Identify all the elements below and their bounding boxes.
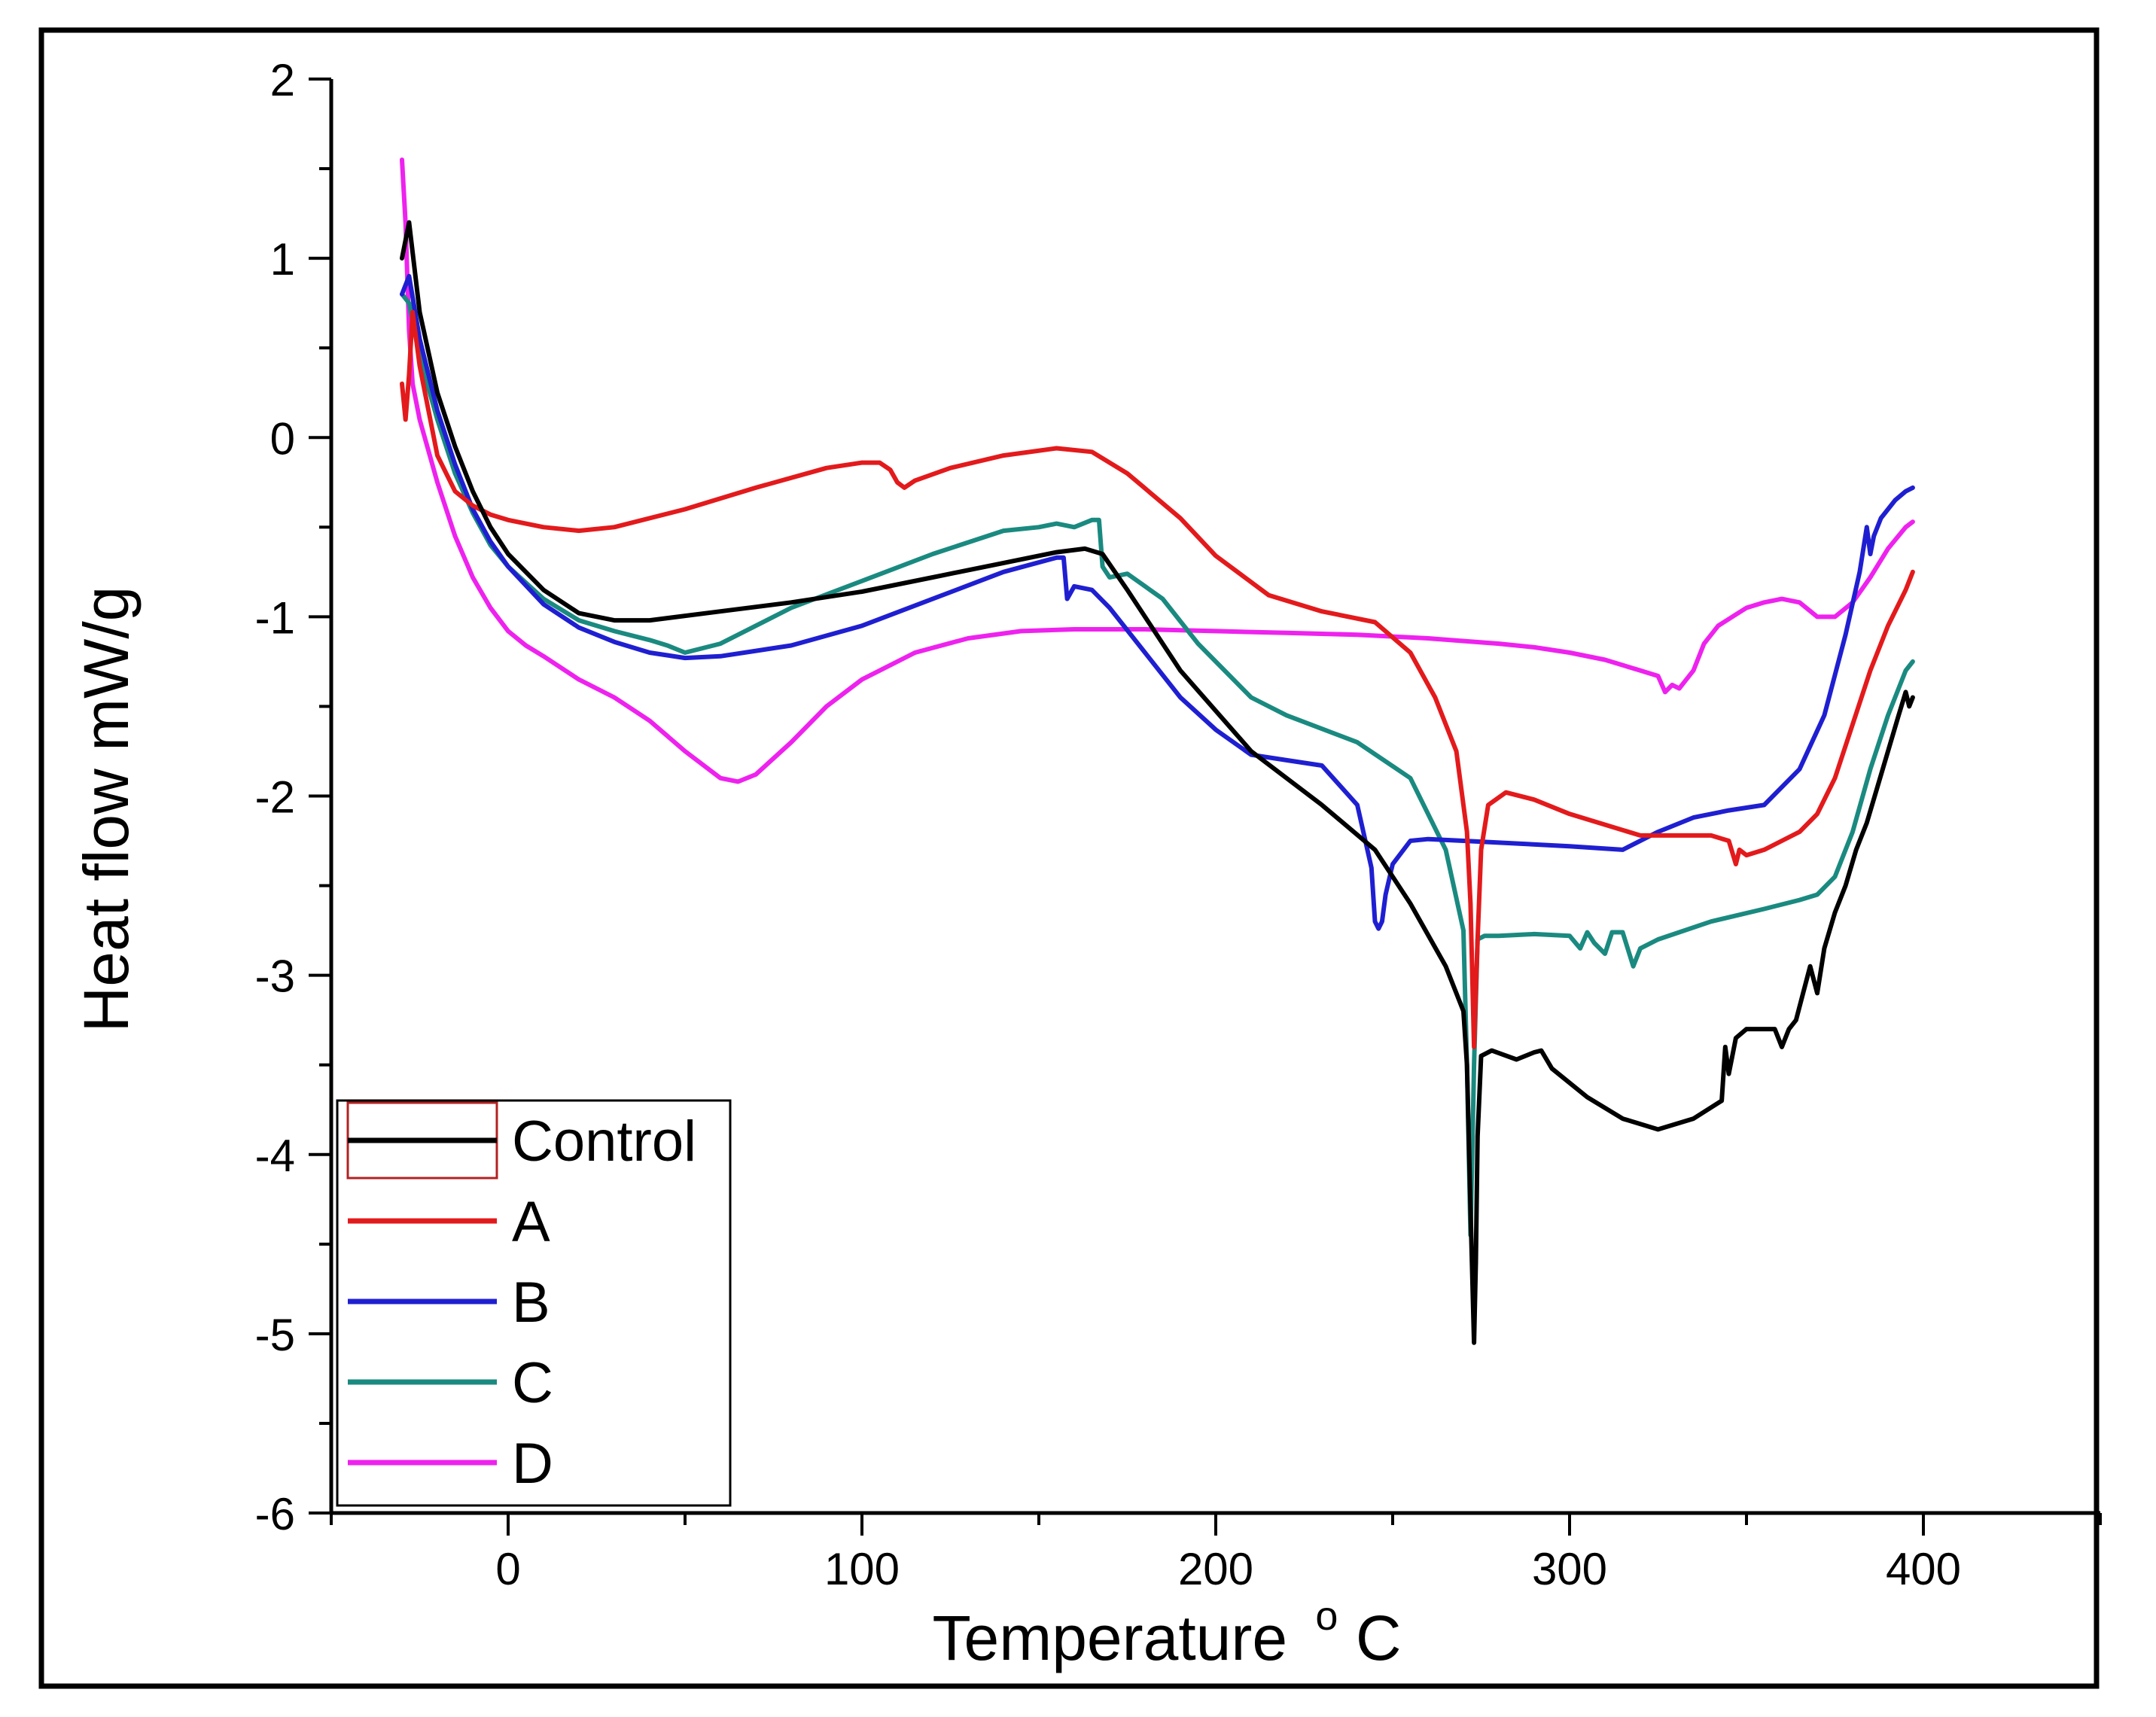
x-tick-label: 400 [1886, 1544, 1961, 1594]
x-axis-label-text: Temperature [933, 1603, 1288, 1673]
series-line-c [400, 291, 1915, 1238]
y-tick-label: -2 [255, 772, 295, 823]
x-axis-label: Temperature o C [933, 1572, 1402, 1673]
y-axis-label: Heat flow mW/g [71, 586, 142, 1033]
x-ticks: 0 100 200 300 400 [330, 1513, 2102, 1594]
series-line-a [400, 309, 1915, 1049]
y-tick-label: 0 [270, 413, 295, 464]
legend-label-d: D [512, 1432, 553, 1496]
legend-label-c: C [512, 1351, 553, 1415]
y-tick-label: -6 [255, 1489, 295, 1539]
x-tick-label: 0 [495, 1544, 520, 1594]
y-tick-label: -3 [255, 951, 295, 1002]
series-line-d [400, 157, 1915, 784]
x-tick-label: 300 [1532, 1544, 1607, 1594]
plot-series [400, 157, 1915, 1345]
y-tick-label: -5 [255, 1310, 295, 1360]
x-axis-label-unit: C [1356, 1603, 1402, 1673]
y-ticks: 2 1 0 -1 -2 -3 -4 -5 -6 [255, 55, 331, 1539]
figure-border [38, 27, 2100, 1689]
x-axis-label-superscript: o [1315, 1594, 1338, 1639]
legend-label-b: B [512, 1271, 550, 1335]
x-tick-label: 200 [1178, 1544, 1253, 1594]
y-tick-label: -4 [255, 1131, 295, 1181]
legend-label-a: A [512, 1190, 550, 1254]
x-tick-label: 100 [824, 1544, 900, 1594]
y-tick-label: 2 [270, 55, 295, 105]
legend-label-control: Control [512, 1110, 696, 1174]
series-line-b [400, 273, 1915, 931]
y-tick-label: -1 [255, 592, 295, 643]
series-line-control [400, 220, 1915, 1345]
y-tick-label: 1 [270, 234, 295, 285]
